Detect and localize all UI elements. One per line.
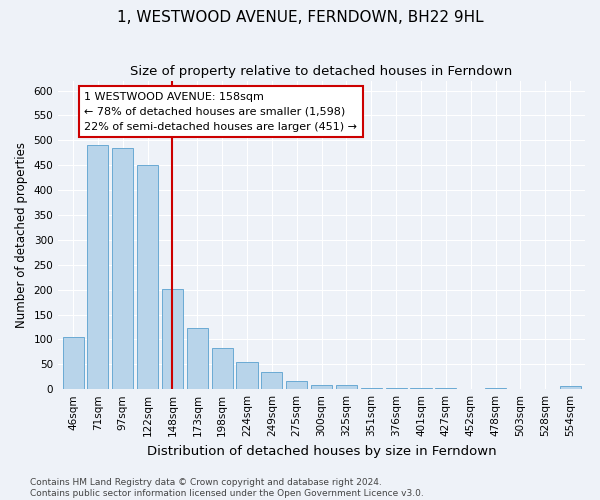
Bar — [435, 388, 457, 389]
Bar — [137, 165, 158, 389]
Bar — [112, 148, 133, 389]
X-axis label: Distribution of detached houses by size in Ferndown: Distribution of detached houses by size … — [147, 444, 496, 458]
Bar — [62, 337, 83, 389]
Bar — [187, 328, 208, 389]
Bar — [311, 384, 332, 389]
Bar — [361, 388, 382, 389]
Bar — [212, 348, 233, 389]
Bar — [410, 388, 431, 389]
Text: 1, WESTWOOD AVENUE, FERNDOWN, BH22 9HL: 1, WESTWOOD AVENUE, FERNDOWN, BH22 9HL — [116, 10, 484, 25]
Text: 1 WESTWOOD AVENUE: 158sqm
← 78% of detached houses are smaller (1,598)
22% of se: 1 WESTWOOD AVENUE: 158sqm ← 78% of detac… — [84, 92, 357, 132]
Text: Contains HM Land Registry data © Crown copyright and database right 2024.
Contai: Contains HM Land Registry data © Crown c… — [30, 478, 424, 498]
Bar — [485, 388, 506, 389]
Bar — [236, 362, 257, 389]
Bar — [88, 146, 109, 389]
Bar — [336, 385, 357, 389]
Bar — [386, 388, 407, 389]
Y-axis label: Number of detached properties: Number of detached properties — [15, 142, 28, 328]
Bar — [286, 381, 307, 389]
Bar — [560, 386, 581, 389]
Bar — [262, 372, 283, 389]
Title: Size of property relative to detached houses in Ferndown: Size of property relative to detached ho… — [130, 65, 513, 78]
Bar — [162, 288, 183, 389]
